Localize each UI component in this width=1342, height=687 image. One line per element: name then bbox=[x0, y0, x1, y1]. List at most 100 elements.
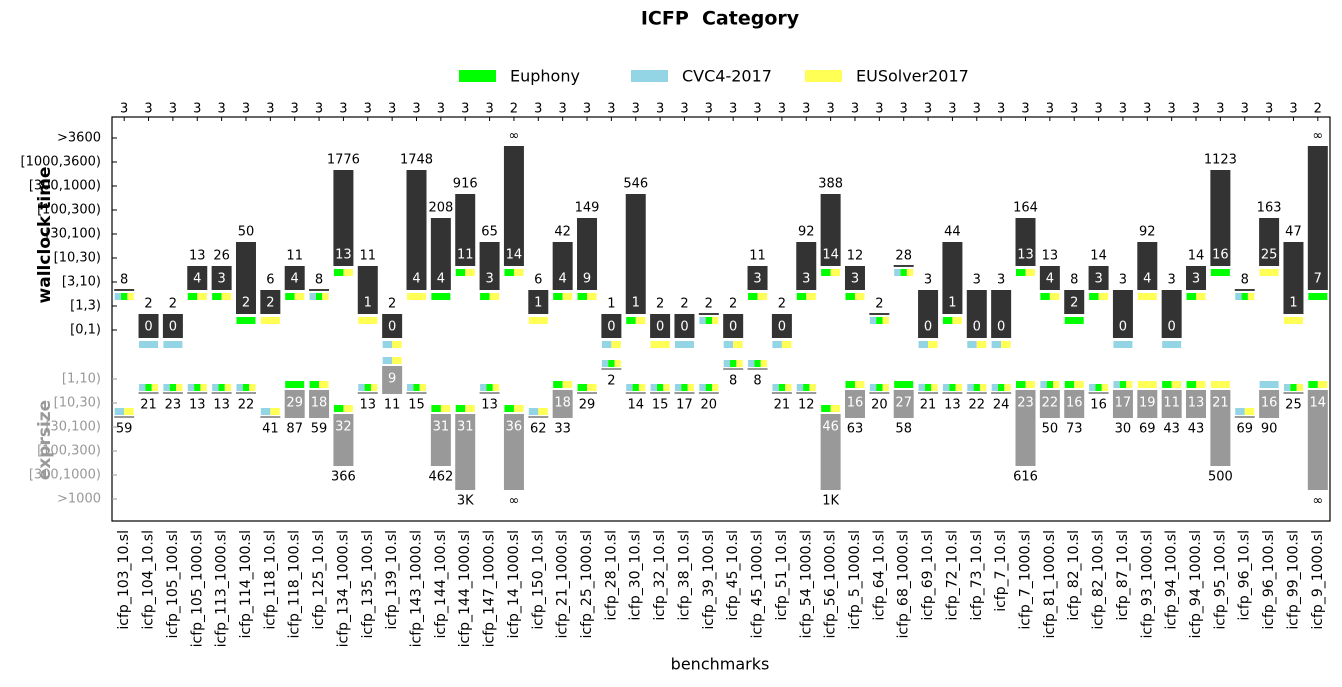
time-best-mark bbox=[723, 341, 734, 348]
size-max-label: 30 bbox=[1115, 422, 1132, 437]
count-label: 3 bbox=[339, 102, 347, 117]
size-best-mark bbox=[1162, 381, 1172, 388]
size-best-mark bbox=[955, 384, 962, 391]
size-max-label: 62 bbox=[530, 422, 547, 437]
x-tick-label: icfp_32_10.sl bbox=[652, 530, 668, 621]
time-best-mark bbox=[528, 317, 548, 324]
plot-frame bbox=[111, 116, 1331, 522]
time-best-mark bbox=[601, 341, 612, 348]
x-tick-label: icfp_125_10.sl bbox=[311, 530, 327, 630]
time-max-label: 47 bbox=[1285, 225, 1302, 240]
size-bar bbox=[1161, 390, 1182, 418]
time-min-label: 0 bbox=[607, 320, 615, 335]
time-best-mark bbox=[1210, 269, 1230, 276]
size-best-mark bbox=[845, 381, 855, 388]
time-best-mark bbox=[1113, 341, 1133, 348]
time-min-label: 0 bbox=[169, 320, 177, 335]
size-best-mark bbox=[778, 384, 786, 391]
time-best-mark bbox=[294, 293, 305, 300]
count-label: 3 bbox=[632, 102, 640, 117]
time-max-label: 3 bbox=[1168, 273, 1176, 288]
size-best-mark bbox=[431, 405, 441, 412]
time-best-mark bbox=[1247, 293, 1255, 300]
time-best-mark bbox=[577, 293, 588, 300]
x-tick-label: icfp_7_10.sl bbox=[993, 530, 1009, 612]
size-max-label: 29 bbox=[579, 398, 596, 413]
time-min-label: 3 bbox=[1192, 272, 1200, 287]
time-max-label: 2 bbox=[169, 297, 177, 312]
time-max-label: 2 bbox=[729, 297, 737, 312]
count-label: 3 bbox=[875, 102, 883, 117]
size-best-mark bbox=[1053, 381, 1060, 388]
size-best-mark bbox=[1074, 381, 1084, 388]
size-min-label: 22 bbox=[1042, 396, 1059, 411]
size-best-mark bbox=[754, 360, 761, 367]
time-best-mark bbox=[611, 341, 621, 348]
time-min-label: 0 bbox=[924, 320, 932, 335]
size-bar bbox=[1186, 390, 1207, 418]
size-max-label: 22 bbox=[969, 398, 986, 413]
time-best-mark bbox=[845, 293, 855, 300]
time-best-mark bbox=[285, 293, 295, 300]
time-best-mark bbox=[489, 293, 500, 300]
time-bar bbox=[260, 290, 281, 314]
size-best-mark bbox=[1025, 381, 1035, 388]
time-min-label: 3 bbox=[802, 272, 810, 287]
size-best-mark bbox=[1046, 381, 1054, 388]
size-best-mark bbox=[114, 408, 125, 415]
size-max-label: 12 bbox=[798, 398, 815, 413]
x-tick-label: icfp_7_1000.sl bbox=[1018, 530, 1034, 630]
time-min-label: 0 bbox=[388, 320, 396, 335]
time-min-label: 25 bbox=[1261, 248, 1278, 263]
size-best-mark bbox=[382, 357, 393, 364]
x-tick-label: icfp_94_100.sl bbox=[1164, 530, 1180, 630]
time-bar bbox=[1015, 218, 1036, 266]
x-tick-label: icfp_150_10.sl bbox=[530, 530, 546, 630]
x-tick-label: icfp_45_10.sl bbox=[725, 530, 741, 621]
time-min-label: 0 bbox=[1168, 320, 1176, 335]
count-label: 3 bbox=[388, 102, 396, 117]
size-best-mark bbox=[1186, 381, 1197, 388]
time-best-mark bbox=[876, 317, 883, 324]
size-bar bbox=[893, 390, 914, 418]
time-min-label: 14 bbox=[822, 248, 839, 263]
time-bar bbox=[1064, 290, 1085, 314]
x-tick-label: icfp_96_100.sl bbox=[1261, 530, 1277, 630]
time-min-label: 0 bbox=[1119, 320, 1127, 335]
time-min-label: 1 bbox=[1289, 296, 1297, 311]
x-axis-label: benchmarks bbox=[671, 655, 770, 674]
chart-title: ICFP Category bbox=[641, 8, 800, 30]
time-best-mark bbox=[928, 341, 938, 348]
time-best-mark bbox=[1049, 293, 1060, 300]
size-bar bbox=[1064, 390, 1085, 418]
size-best-mark bbox=[249, 384, 256, 391]
size-best-mark bbox=[809, 384, 816, 391]
x-tick-label: icfp_56_1000.sl bbox=[823, 530, 839, 638]
size-min-label: 16 bbox=[1261, 396, 1278, 411]
time-max-label: 149 bbox=[575, 201, 600, 216]
size-best-mark bbox=[260, 408, 271, 415]
time-bar bbox=[430, 218, 451, 290]
time-min-label: 4 bbox=[559, 272, 567, 287]
time-best-mark bbox=[562, 293, 573, 300]
count-label: 3 bbox=[948, 102, 956, 117]
size-min-label: 9 bbox=[388, 372, 396, 387]
time-bar bbox=[479, 242, 500, 290]
size-max-label: 90 bbox=[1261, 422, 1278, 437]
time-best-mark bbox=[796, 293, 807, 300]
time-min-label: 4 bbox=[1143, 272, 1151, 287]
size-best-mark bbox=[1095, 384, 1102, 391]
count-label: 3 bbox=[1192, 102, 1200, 117]
time-max-label: 3 bbox=[1119, 273, 1127, 288]
size-best-mark bbox=[869, 384, 877, 391]
count-label: 3 bbox=[680, 102, 688, 117]
time-best-mark bbox=[900, 269, 907, 276]
size-max-label: 63 bbox=[847, 422, 864, 437]
count-label: 3 bbox=[1241, 102, 1249, 117]
size-best-mark bbox=[638, 384, 646, 391]
time-bar bbox=[162, 314, 183, 338]
size-best-mark bbox=[224, 384, 232, 391]
time-min-label: 1 bbox=[364, 296, 372, 311]
y2-tick-label: [100,300) bbox=[37, 444, 101, 459]
size-max-label: 73 bbox=[1066, 422, 1083, 437]
